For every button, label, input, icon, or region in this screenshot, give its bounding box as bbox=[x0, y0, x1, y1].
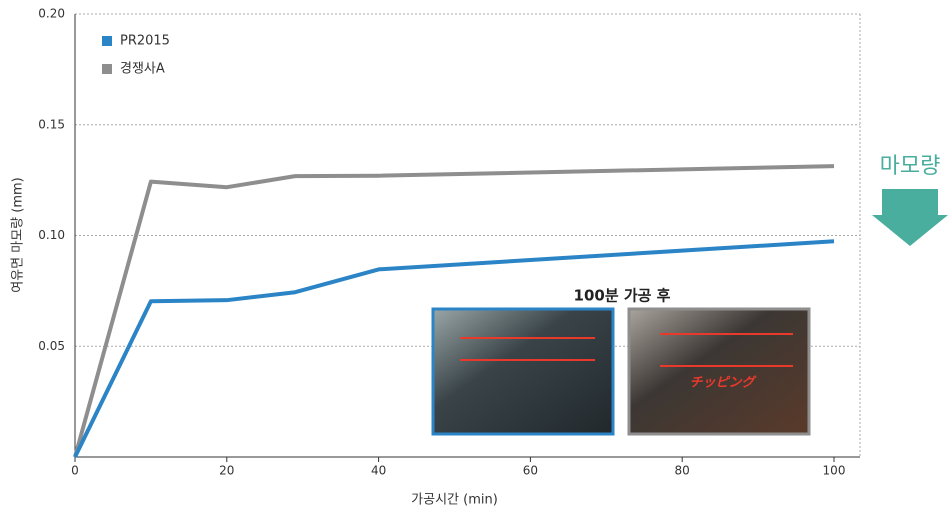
photo-insets: 100분 가공 후 チッピング bbox=[433, 287, 809, 435]
legend-label: PR2015 bbox=[120, 34, 170, 49]
y-tick-label: 0.05 bbox=[38, 339, 65, 353]
x-tick-label: 80 bbox=[675, 464, 690, 478]
legend-swatch bbox=[102, 64, 112, 74]
chart: 0.05 0.10 0.15 0.20 0 20 40 60 80 100 가공시간 (min) 여유… bbox=[0, 0, 949, 516]
x-tick-label: 60 bbox=[523, 464, 538, 478]
x-tick-label: 100 bbox=[823, 464, 846, 478]
legend-label: 경쟁사A bbox=[120, 62, 165, 77]
inset-title: 100분 가공 후 bbox=[574, 287, 671, 305]
chipping-label: チッピング bbox=[689, 375, 757, 391]
down-arrow bbox=[872, 189, 948, 246]
y-axis-label: 여유면 마모량 (mm) bbox=[11, 177, 26, 293]
x-tick-label: 0 bbox=[71, 464, 79, 478]
photo-pr2015 bbox=[433, 309, 613, 434]
wear-label: 마모량 bbox=[880, 154, 941, 179]
legend-swatch bbox=[102, 36, 112, 46]
x-tick-label: 40 bbox=[371, 464, 386, 478]
x-tick-label: 20 bbox=[219, 464, 234, 478]
photo-competitor bbox=[629, 309, 809, 434]
x-axis-label: 가공시간 (min) bbox=[411, 493, 498, 508]
y-tick-label: 0.15 bbox=[38, 117, 65, 131]
y-tick-label: 0.10 bbox=[38, 228, 65, 242]
y-tick-label: 0.20 bbox=[38, 7, 65, 21]
